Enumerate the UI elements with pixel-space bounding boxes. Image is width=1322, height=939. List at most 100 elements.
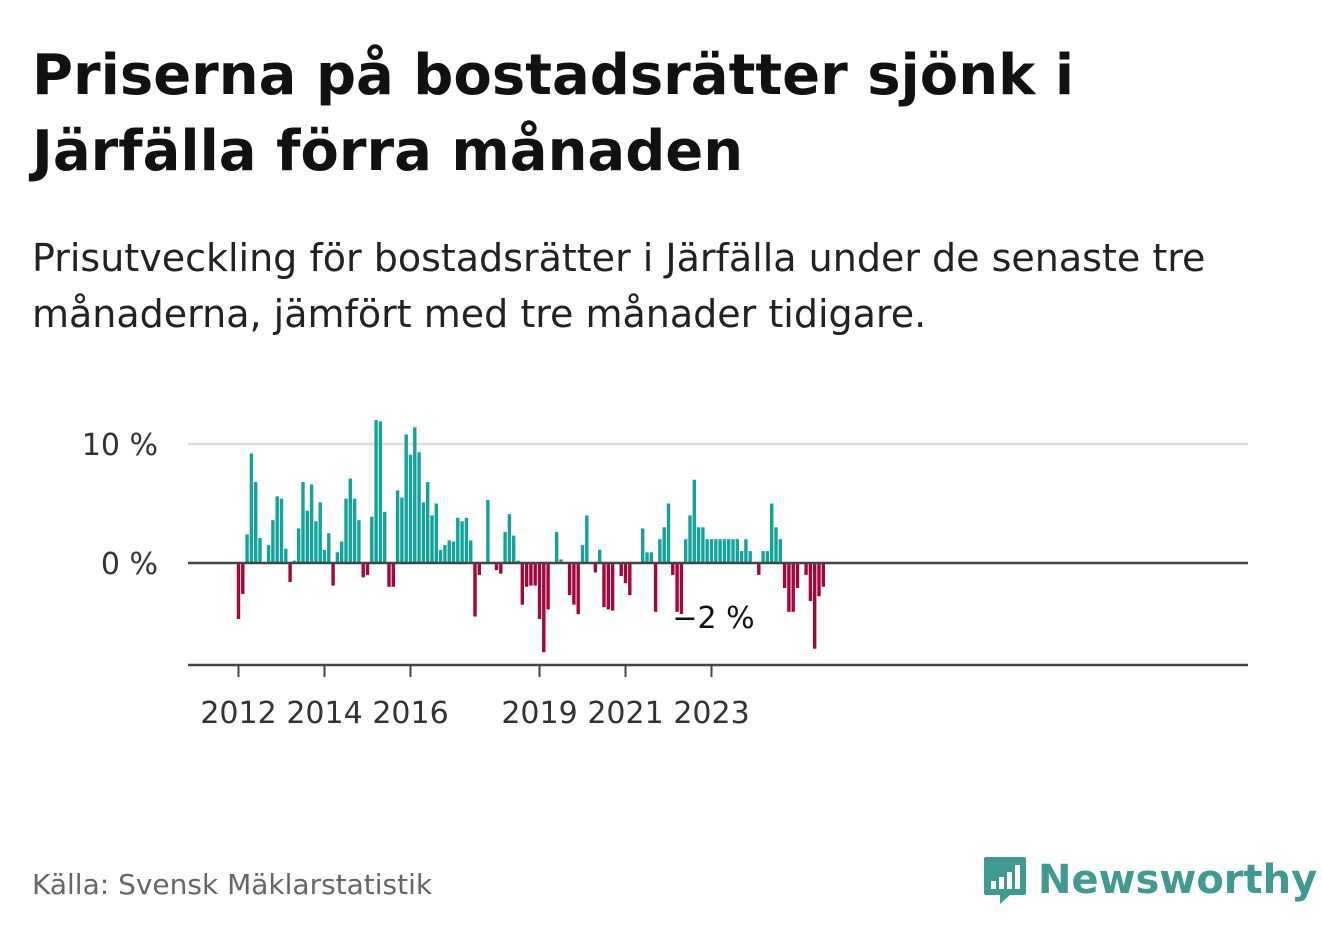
source-note: Källa: Svensk Mäklarstatistik [32, 868, 433, 901]
bar [374, 420, 378, 563]
bar [782, 563, 787, 588]
bar [352, 498, 357, 563]
bar [503, 532, 507, 563]
bar [361, 563, 365, 578]
bar [748, 551, 752, 563]
bar [456, 517, 460, 563]
bar [744, 539, 748, 563]
bar [520, 563, 524, 605]
bar [383, 511, 387, 563]
bar [649, 552, 653, 563]
bar [387, 563, 391, 587]
bar [447, 540, 451, 563]
bar-chart: 0 % 10 % 2012 2014 2016 2019 2021 2023 −2 % [82, 420, 1248, 731]
bar [757, 563, 761, 575]
bar [408, 454, 413, 563]
bar [610, 563, 615, 611]
bar [727, 539, 731, 563]
value-annotation: −2 % [672, 601, 754, 636]
bar [507, 514, 512, 563]
bar [305, 510, 309, 563]
bar [718, 539, 722, 563]
bar [813, 563, 817, 649]
bar [791, 563, 795, 612]
bar [567, 563, 572, 596]
bar [529, 563, 533, 586]
bar [808, 563, 813, 602]
bar [451, 541, 456, 563]
bar [580, 545, 585, 563]
newsworthy-logo-text: Newsworthy [1038, 857, 1318, 903]
bar [271, 520, 275, 563]
bar [413, 427, 417, 563]
bar [537, 563, 542, 619]
bar [340, 541, 344, 563]
x-tick-label: 2014 [286, 696, 362, 731]
bar [585, 515, 589, 563]
bar [258, 538, 262, 563]
bar [598, 549, 602, 563]
bar [593, 563, 598, 573]
bar [254, 482, 258, 563]
bar [696, 527, 701, 563]
bar [739, 551, 744, 563]
bar [417, 452, 421, 563]
bar [688, 515, 692, 563]
bar [421, 502, 426, 563]
bar [512, 535, 516, 563]
bar [778, 539, 782, 563]
bar [658, 539, 662, 563]
bar [524, 563, 529, 587]
bar [641, 528, 645, 563]
bar [619, 563, 623, 577]
bar [666, 503, 671, 563]
bar [443, 545, 447, 563]
bar [804, 563, 808, 575]
bar [301, 482, 305, 563]
bar [576, 563, 580, 615]
bar [606, 563, 610, 610]
bar [653, 563, 658, 612]
bar [344, 498, 348, 563]
bar [391, 563, 395, 587]
bar [464, 517, 469, 563]
bar [348, 478, 352, 563]
bar [623, 563, 628, 584]
bar [671, 563, 675, 575]
bar [370, 516, 374, 563]
bar [692, 479, 696, 563]
bar [426, 482, 430, 563]
bar [770, 503, 774, 563]
bar [309, 484, 314, 563]
bar [761, 551, 765, 563]
bar [486, 499, 490, 563]
bar [555, 532, 559, 563]
bar [572, 563, 576, 605]
bar [331, 563, 335, 586]
bar [722, 539, 727, 563]
bar [714, 539, 718, 563]
bar [477, 563, 481, 575]
bar [679, 563, 684, 623]
bar [322, 549, 327, 563]
x-tick-label: 2016 [372, 696, 448, 731]
bar [430, 515, 434, 563]
bar [404, 434, 408, 563]
chart-title: Priserna på bostadsrätter sjönk i Järfäl… [32, 43, 1075, 184]
bar [533, 563, 537, 586]
bar [297, 528, 301, 563]
newsworthy-logo[interactable]: Newsworthy [982, 850, 1317, 910]
bar [701, 527, 705, 563]
bar [731, 539, 735, 563]
bar [473, 563, 477, 617]
bars [236, 420, 825, 653]
bar [705, 539, 709, 563]
bar [469, 540, 473, 563]
axes [188, 561, 1248, 677]
bar [266, 545, 271, 563]
bar [542, 563, 546, 653]
newsworthy-logo-icon [984, 857, 1026, 904]
bar [602, 563, 606, 608]
chart-subtitle: Prisutveckling för bostadsrätter i Järfä… [32, 236, 1206, 336]
bar [645, 552, 649, 563]
